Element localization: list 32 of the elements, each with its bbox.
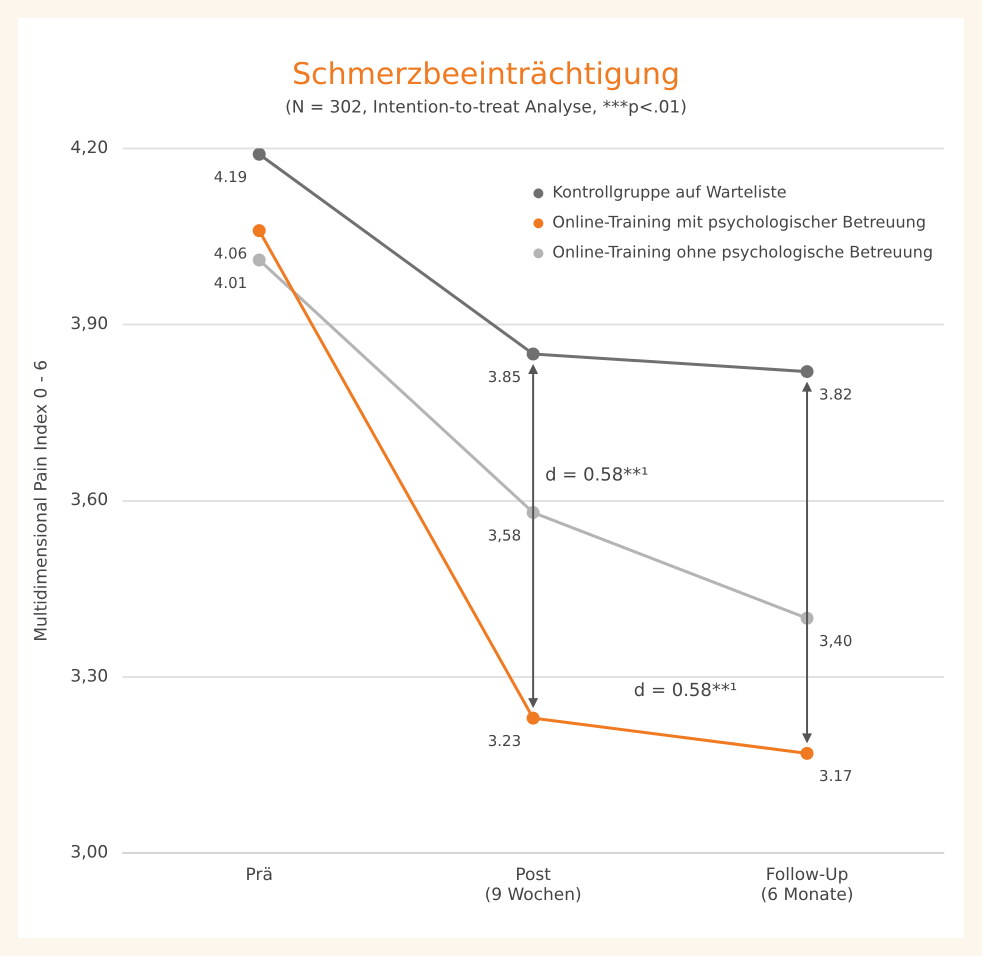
- chart-subtitle: (N = 302, Intention-to-treat Analyse, ***p<.01): [285, 98, 687, 118]
- annotation: d = 0.58**¹: [545, 464, 648, 486]
- legend-label: Online-Training mit psychologischer Betreuung: [552, 212, 926, 232]
- chart-title: Schmerzbeeinträchtigung: [292, 56, 680, 92]
- legend-label: Kontrollgruppe auf Warteliste: [552, 182, 787, 202]
- data-label: 3.17: [819, 767, 852, 786]
- data-label: 3.82: [819, 385, 852, 404]
- y-tick-label: 3,60: [70, 490, 108, 510]
- data-label: 3,58: [488, 526, 522, 544]
- point: [526, 347, 540, 360]
- point: [252, 148, 266, 161]
- data-label: 3,40: [819, 632, 852, 650]
- y-tick-label: 3,00: [70, 842, 108, 863]
- data-label: 4.19: [214, 168, 248, 186]
- data-label: 3.23: [488, 732, 522, 750]
- y-axis-title: Multidimensional Pain Index 0 - 6: [32, 360, 52, 642]
- point: [526, 712, 540, 725]
- x-tick-label: Prä: [246, 864, 273, 885]
- y-tick-label: 4,20: [70, 138, 108, 158]
- legend-label: Online-Training ohne psychologische Betreuung: [552, 242, 934, 262]
- point: [252, 224, 266, 238]
- y-tick-label: 3,90: [70, 314, 108, 334]
- x-tick-label: Follow-Up (6 Monate): [760, 864, 854, 906]
- point: [800, 365, 814, 378]
- y-tick-label: 3,30: [70, 666, 108, 686]
- data-label: 4.01: [214, 274, 248, 292]
- point: [252, 253, 266, 266]
- point: [800, 746, 814, 760]
- data-label: 3.85: [488, 368, 522, 386]
- data-label: 4.06: [214, 244, 248, 263]
- annotation: d = 0.58**¹: [634, 680, 738, 702]
- x-tick-label: Post (9 Wochen): [484, 864, 582, 906]
